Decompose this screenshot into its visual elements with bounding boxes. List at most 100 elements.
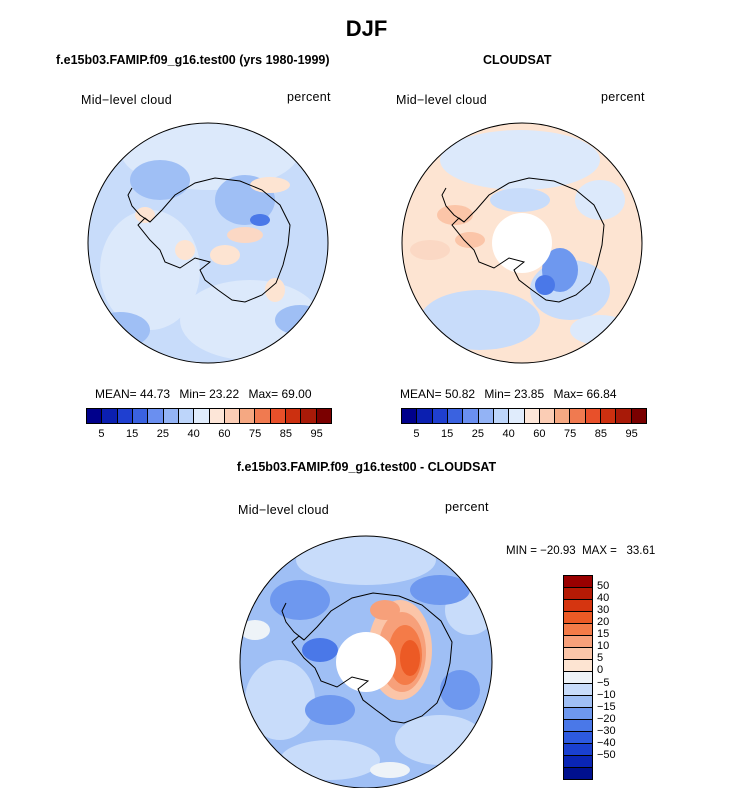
colorbar-tick-label: 15 — [441, 428, 454, 440]
panel1-colorbar — [86, 408, 332, 424]
colorbar-tick-label: 5 — [597, 652, 604, 665]
colorbar-tick-label: −10 — [597, 688, 616, 701]
colorbar-swatch — [570, 409, 586, 423]
colorbar-tick-label: −50 — [597, 748, 616, 761]
colorbar-swatch — [87, 409, 103, 423]
colorbar-swatch — [509, 409, 525, 423]
colorbar-swatch — [301, 409, 317, 423]
page-title: DJF — [345, 16, 388, 41]
colorbar-swatch — [564, 732, 592, 744]
colorbar-swatch — [240, 409, 256, 423]
panel1-max-label: Max= — [248, 387, 279, 401]
colorbar-swatch — [564, 576, 592, 588]
panel2-mean-label: MEAN= — [400, 387, 442, 401]
colorbar-tick-label: 75 — [564, 428, 577, 440]
colorbar-swatch — [163, 409, 179, 423]
colorbar-swatch — [555, 409, 571, 423]
colorbar-tick-label: −5 — [597, 676, 610, 689]
colorbar-swatch — [132, 409, 149, 423]
panel1-mean-label: MEAN= — [95, 387, 137, 401]
colorbar-tick-label: −20 — [597, 712, 616, 725]
panel1-stats: MEAN= 44.73 Min= 23.22 Max= 69.00 — [95, 387, 312, 401]
colorbar-swatch — [178, 409, 195, 423]
panel1-min-label: Min= — [179, 387, 206, 401]
colorbar-swatch — [631, 409, 646, 423]
colorbar-tick-label: 15 — [126, 428, 139, 440]
panel2-min-label: Min= — [484, 387, 511, 401]
colorbar-tick-label: −15 — [597, 700, 616, 713]
colorbar-tick-label: 10 — [597, 640, 610, 653]
panel3-colorbar — [563, 575, 593, 780]
colorbar-tick-label: 50 — [597, 580, 610, 593]
panel2-mean-value: 50.82 — [445, 387, 476, 401]
colorbar-tick-label: 5 — [98, 428, 105, 440]
colorbar-swatch — [209, 409, 225, 423]
colorbar-swatch — [564, 612, 592, 624]
colorbar-swatch — [478, 409, 494, 423]
panel2-min-value: 23.85 — [514, 387, 545, 401]
panel2-units-label: percent — [601, 90, 645, 104]
colorbar-swatch — [564, 756, 592, 768]
colorbar-swatch — [564, 588, 592, 600]
colorbar-swatch — [194, 409, 210, 423]
colorbar-swatch — [564, 768, 592, 779]
panel3-title: f.e15b03.FAMIP.f09_g16.test00 - CLOUDSAT — [236, 460, 497, 474]
colorbar-tick-label: 20 — [597, 616, 610, 629]
panel2-max-value: 66.84 — [586, 387, 617, 401]
colorbar-swatch — [417, 409, 433, 423]
colorbar-swatch — [564, 696, 592, 708]
colorbar-tick-label: 40 — [502, 428, 515, 440]
colorbar-tick-label: 95 — [310, 428, 323, 440]
colorbar-tick-label: 40 — [187, 428, 200, 440]
colorbar-tick-label: 25 — [471, 428, 484, 440]
panel2-colorbar — [401, 408, 647, 424]
panel2-stats: MEAN= 50.82 Min= 23.85 Max= 66.84 — [400, 387, 617, 401]
colorbar-swatch — [564, 660, 592, 672]
colorbar-swatch — [564, 648, 592, 660]
colorbar-swatch — [463, 409, 479, 423]
colorbar-swatch — [585, 409, 602, 423]
colorbar-tick-label: 95 — [625, 428, 638, 440]
colorbar-tick-label: 60 — [533, 428, 546, 440]
colorbar-swatch — [447, 409, 464, 423]
colorbar-swatch — [255, 409, 271, 423]
panel2-max-label: Max= — [553, 387, 584, 401]
colorbar-tick-label: 5 — [413, 428, 420, 440]
colorbar-swatch — [402, 409, 418, 423]
colorbar-swatch — [564, 684, 592, 696]
colorbar-tick-label: 75 — [249, 428, 262, 440]
panel1-title: f.e15b03.FAMIP.f09_g16.test00 (yrs 1980-… — [56, 53, 330, 67]
panel1-units-label: percent — [287, 90, 331, 104]
colorbar-tick-label: 25 — [156, 428, 169, 440]
colorbar-swatch — [270, 409, 287, 423]
colorbar-swatch — [564, 744, 592, 756]
colorbar-swatch — [224, 409, 241, 423]
panel3-units-label: percent — [445, 500, 489, 514]
colorbar-tick-label: 60 — [218, 428, 231, 440]
colorbar-swatch — [524, 409, 540, 423]
colorbar-tick-label: 85 — [279, 428, 292, 440]
panel2-title: CLOUDSAT — [483, 53, 552, 67]
panel3-variable-label: Mid−level cloud — [238, 503, 330, 517]
colorbar-swatch — [616, 409, 632, 423]
colorbar-tick-label: 0 — [597, 664, 604, 677]
colorbar-swatch — [117, 409, 133, 423]
panel1-max-value: 69.00 — [281, 387, 312, 401]
colorbar-tick-label: −40 — [597, 736, 616, 749]
colorbar-swatch — [564, 636, 592, 648]
colorbar-swatch — [564, 720, 592, 732]
colorbar-tick-label: 40 — [597, 592, 610, 605]
panel3-minmax: MIN = −20.93 MAX = 33.61 — [506, 545, 656, 557]
colorbar-swatch — [493, 409, 510, 423]
colorbar-tick-label: 15 — [597, 628, 610, 641]
colorbar-tick-label: 85 — [594, 428, 607, 440]
colorbar-tick-label: −30 — [597, 724, 616, 737]
panel2-variable-label: Mid−level cloud — [396, 93, 488, 107]
colorbar-tick-label: 30 — [597, 604, 610, 617]
colorbar-swatch — [148, 409, 164, 423]
panel1-min-value: 23.22 — [209, 387, 240, 401]
colorbar-swatch — [102, 409, 118, 423]
colorbar-swatch — [601, 409, 617, 423]
colorbar-swatch — [564, 600, 592, 612]
colorbar-swatch — [564, 672, 592, 684]
